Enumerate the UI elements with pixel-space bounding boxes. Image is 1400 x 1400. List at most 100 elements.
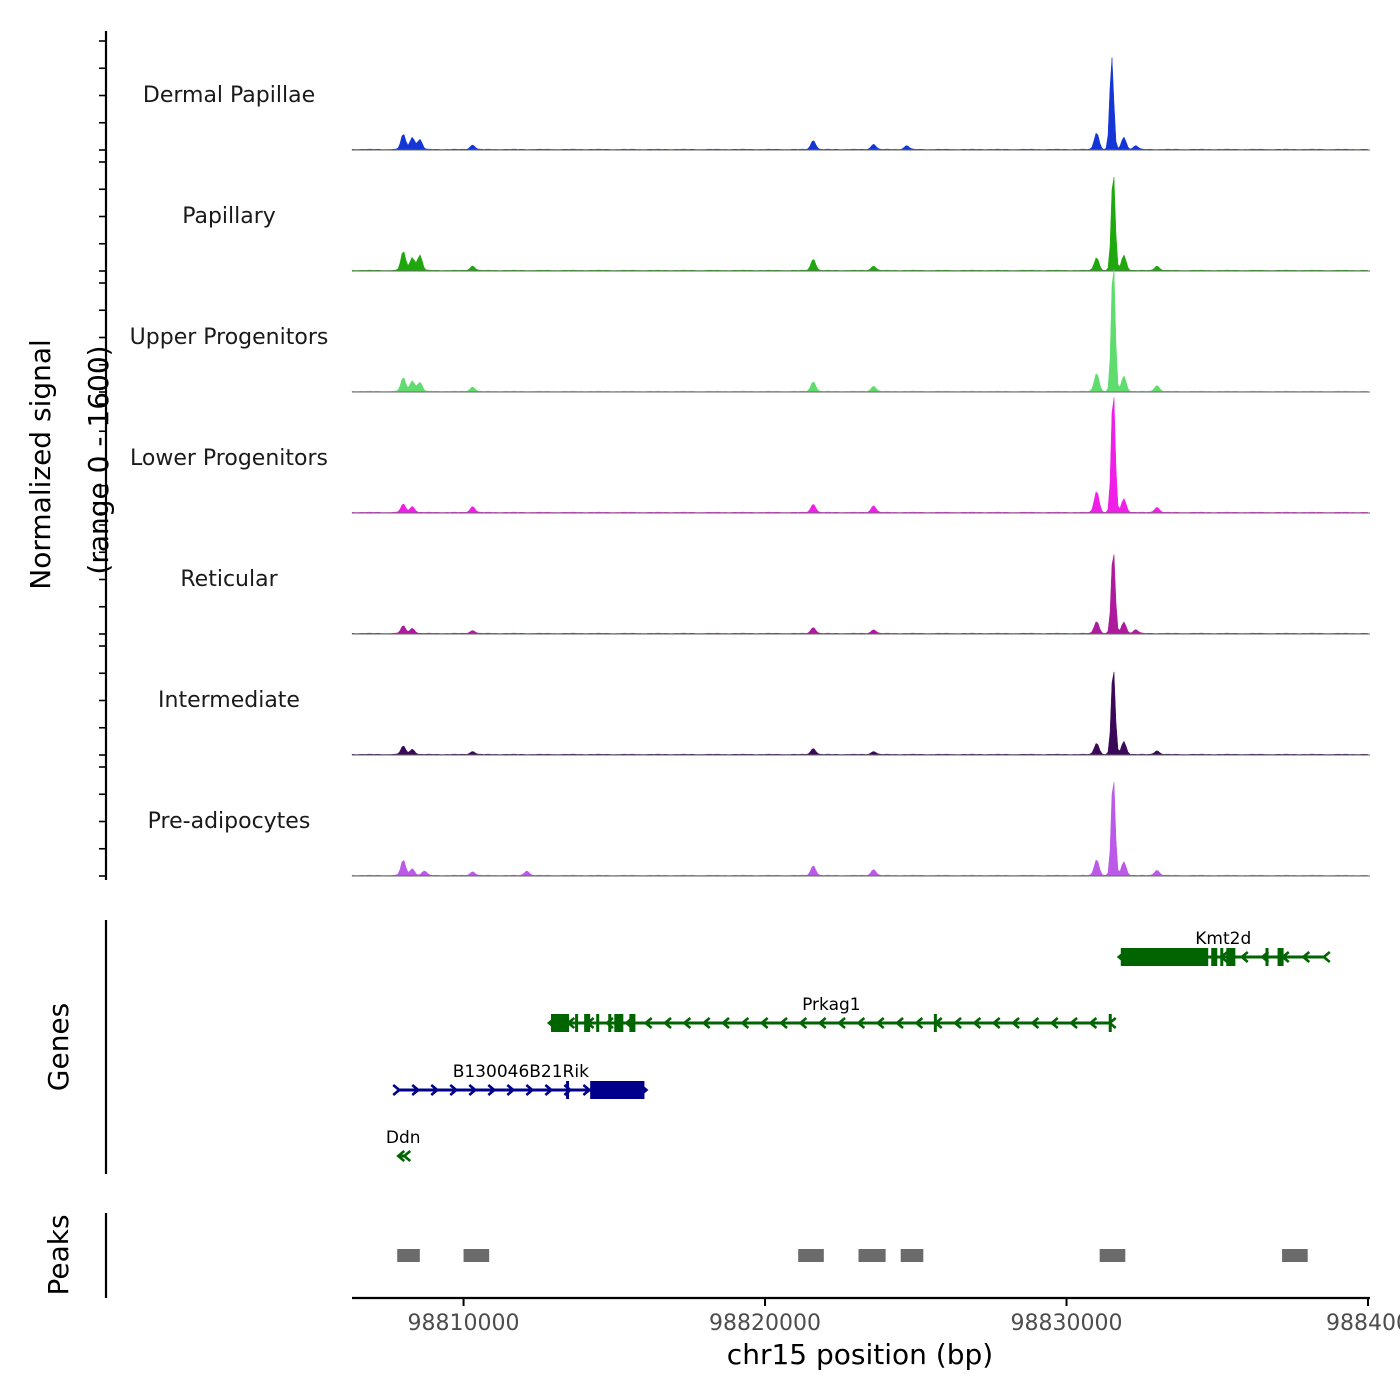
exon-block (1108, 1014, 1112, 1032)
gene-label: B130046B21Rik (453, 1062, 589, 1082)
x-tick-label: 98830000 (1011, 1311, 1123, 1336)
peak-region (1282, 1249, 1308, 1262)
track-dermal-papillae: Dermal Papillae (143, 57, 1370, 151)
peaks-axis-title: Peaks (42, 1214, 75, 1295)
strand-chevron (643, 1017, 653, 1029)
peak-region (463, 1249, 490, 1262)
gene-kmt2d: Kmt2d (1116, 929, 1331, 966)
strand-chevron (525, 1084, 535, 1096)
x-tick-label: 98820000 (709, 1311, 821, 1336)
gene-label: Ddn (386, 1128, 421, 1148)
gene-label: Prkag1 (802, 995, 861, 1015)
strand-chevron (392, 1084, 402, 1096)
track-label: Pre-adipocytes (148, 809, 311, 834)
exon-block (1265, 948, 1269, 966)
gene-annotation-track: Kmt2d Prkag1 B130046B21Rik Ddn (386, 929, 1331, 1162)
exon-block (614, 1014, 624, 1032)
track-label: Lower Progenitors (130, 446, 328, 471)
strand-chevron (914, 1017, 924, 1029)
exon-block (575, 1014, 579, 1032)
genes-axis-title: Genes (42, 1003, 75, 1091)
x-tick-label: 98810000 (408, 1311, 520, 1336)
peak-region (397, 1249, 420, 1262)
exon-block (1120, 948, 1209, 966)
strand-chevron (411, 1084, 421, 1096)
track-label: Upper Progenitors (130, 325, 329, 350)
strand-chevron (682, 1017, 692, 1029)
peak-region (1099, 1249, 1126, 1262)
strand-chevron (1030, 1017, 1040, 1029)
signal-axis-title-line-1: Normalized signal (24, 339, 57, 590)
strand-chevron (856, 1017, 866, 1029)
track-label: Intermediate (158, 688, 300, 713)
strand-chevron (836, 1017, 846, 1029)
strand-chevron (430, 1084, 440, 1096)
x-axis: 98810000 98820000 98830000 988400 (408, 1298, 1400, 1336)
track-pre-adipocytes: Pre-adipocytes (148, 782, 1370, 877)
signal-area (351, 269, 1369, 393)
peak-region (858, 1249, 886, 1262)
strand-chevron (1088, 1017, 1098, 1029)
strand-chevron (895, 1017, 904, 1029)
strand-chevron (972, 1017, 982, 1029)
strand-chevron (396, 1150, 406, 1162)
track-papillary: Papillary (182, 177, 1370, 272)
strand-chevron (402, 1150, 412, 1162)
exon-block (596, 1014, 600, 1032)
strand-chevron (544, 1084, 554, 1096)
exon-block (1226, 948, 1236, 966)
x-axis-title: chr15 position (bp) (727, 1338, 993, 1371)
track-lower-progenitors: Lower Progenitors (130, 397, 1370, 514)
signal-area (351, 671, 1369, 756)
track-label: Papillary (182, 204, 276, 229)
peak-regions-track (397, 1249, 1308, 1262)
strand-chevron (991, 1017, 1001, 1029)
strand-chevron (1049, 1017, 1059, 1029)
strand-chevron (1069, 1017, 1078, 1029)
strand-chevron (701, 1017, 711, 1029)
strand-chevron (1239, 951, 1249, 963)
strand-chevron (1301, 951, 1311, 963)
strand-chevron (449, 1084, 459, 1096)
peak-region (798, 1249, 824, 1262)
strand-chevron (778, 1017, 788, 1029)
x-tick-label: 988400 (1326, 1311, 1400, 1336)
gene-ddn: Ddn (386, 1128, 421, 1162)
signal-area (351, 782, 1369, 877)
track-upper-progenitors: Upper Progenitors (130, 269, 1370, 393)
peak-region (900, 1249, 924, 1262)
gene-label: Kmt2d (1195, 929, 1251, 949)
strand-chevron (740, 1017, 750, 1029)
strand-chevron (662, 1017, 672, 1029)
exon-block (1277, 948, 1284, 966)
strand-chevron (506, 1084, 516, 1096)
strand-chevron (953, 1017, 962, 1029)
signal-area (351, 177, 1369, 272)
gene-prkag1: Prkag1 (546, 995, 1117, 1032)
strand-chevron (798, 1017, 808, 1029)
gene-b130046b21rik: B130046B21Rik (392, 1062, 649, 1099)
track-reticular: Reticular (180, 554, 1370, 635)
exon-block (550, 1014, 570, 1032)
exon-block (629, 1014, 636, 1032)
exon-block (566, 1081, 570, 1099)
signal-area (351, 57, 1369, 151)
coverage-tracks: Dermal Papillae Papillary Upper Progenitor… (130, 57, 1370, 877)
strand-chevron (817, 1017, 827, 1029)
signal-area (351, 397, 1369, 514)
track-label: Dermal Papillae (143, 83, 315, 108)
y-axis-ticks (99, 40, 106, 877)
exon-block (1220, 948, 1224, 966)
signal-area (351, 554, 1369, 635)
exon-block (608, 1014, 612, 1032)
strand-chevron (1321, 951, 1331, 963)
exon-block (1211, 948, 1218, 966)
track-label: Reticular (180, 567, 278, 592)
signal-axis-title-line-2: (range 0 - 1600) (82, 345, 115, 574)
strand-chevron (468, 1084, 478, 1096)
strand-chevron (759, 1017, 769, 1029)
signal-axis-title: Normalized signal (range 0 - 1600) (24, 330, 115, 589)
strand-chevron (720, 1017, 730, 1029)
track-intermediate: Intermediate (158, 671, 1370, 756)
